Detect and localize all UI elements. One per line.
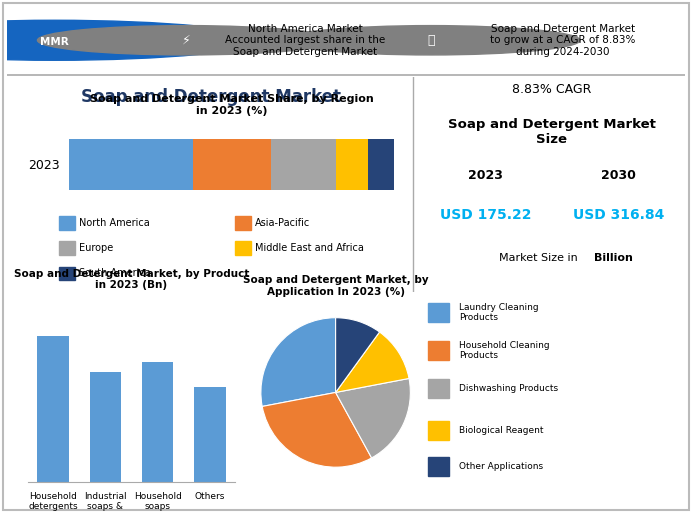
Circle shape <box>0 20 258 61</box>
Circle shape <box>282 26 580 55</box>
Text: South America: South America <box>79 268 150 279</box>
Text: 2023: 2023 <box>468 169 502 182</box>
Bar <box>235 241 251 255</box>
Bar <box>428 303 449 322</box>
Wedge shape <box>336 318 379 392</box>
Title: Soap and Detergent Market, by Product
in 2023 (Bn): Soap and Detergent Market, by Product in… <box>14 269 249 290</box>
Text: ⚡: ⚡ <box>182 34 191 47</box>
Text: USD 175.22: USD 175.22 <box>439 208 531 222</box>
Bar <box>194 387 226 482</box>
Text: 8.83% CAGR: 8.83% CAGR <box>512 83 592 96</box>
Text: North America: North America <box>79 218 149 228</box>
Text: Soap and Detergent Market
to grow at a CAGR of 8.83%
during 2024-2030: Soap and Detergent Market to grow at a C… <box>491 24 636 57</box>
Text: Billion: Billion <box>594 253 633 263</box>
Text: Household Cleaning
Products: Household Cleaning Products <box>459 341 550 361</box>
Text: Europe: Europe <box>79 243 113 253</box>
Bar <box>69 139 193 190</box>
Text: Soap and Detergent Market
Size: Soap and Detergent Market Size <box>448 118 656 146</box>
Text: 2030: 2030 <box>601 169 636 182</box>
Bar <box>59 216 75 230</box>
Bar <box>235 216 251 230</box>
Text: North America Market
Accounted largest share in the
Soap and Detergent Market: North America Market Accounted largest s… <box>225 24 385 57</box>
Wedge shape <box>262 392 372 467</box>
Wedge shape <box>261 318 336 406</box>
Text: Dishwashing Products: Dishwashing Products <box>459 384 558 393</box>
Circle shape <box>37 26 336 55</box>
Text: Middle East and Africa: Middle East and Africa <box>255 243 364 253</box>
Text: Asia-Pacific: Asia-Pacific <box>255 218 310 228</box>
Text: USD 316.84: USD 316.84 <box>573 208 664 222</box>
Bar <box>193 139 271 190</box>
Text: 🔥: 🔥 <box>427 34 435 47</box>
Text: Market Size in: Market Size in <box>498 253 581 263</box>
Text: MMR: MMR <box>40 37 69 47</box>
Text: Biological Reagent: Biological Reagent <box>459 426 544 435</box>
Title: Soap and Detergent Market Share, by Region
in 2023 (%): Soap and Detergent Market Share, by Regi… <box>90 94 374 116</box>
Bar <box>428 341 449 360</box>
Bar <box>37 336 69 482</box>
Bar <box>59 241 75 255</box>
Bar <box>428 421 449 440</box>
Bar <box>336 139 368 190</box>
Bar <box>271 139 336 190</box>
Bar <box>142 362 174 482</box>
Wedge shape <box>336 379 410 458</box>
Text: Other Applications: Other Applications <box>459 462 543 471</box>
Text: Laundry Cleaning
Products: Laundry Cleaning Products <box>459 303 539 323</box>
Wedge shape <box>336 332 409 392</box>
Bar <box>428 457 449 476</box>
Bar <box>89 371 121 482</box>
Text: Soap and Detergent Market: Soap and Detergent Market <box>81 88 341 107</box>
Title: Soap and Detergent Market, by
Application In 2023 (%): Soap and Detergent Market, by Applicatio… <box>243 275 428 297</box>
Bar <box>428 379 449 398</box>
Bar <box>59 267 75 280</box>
Bar <box>368 139 394 190</box>
